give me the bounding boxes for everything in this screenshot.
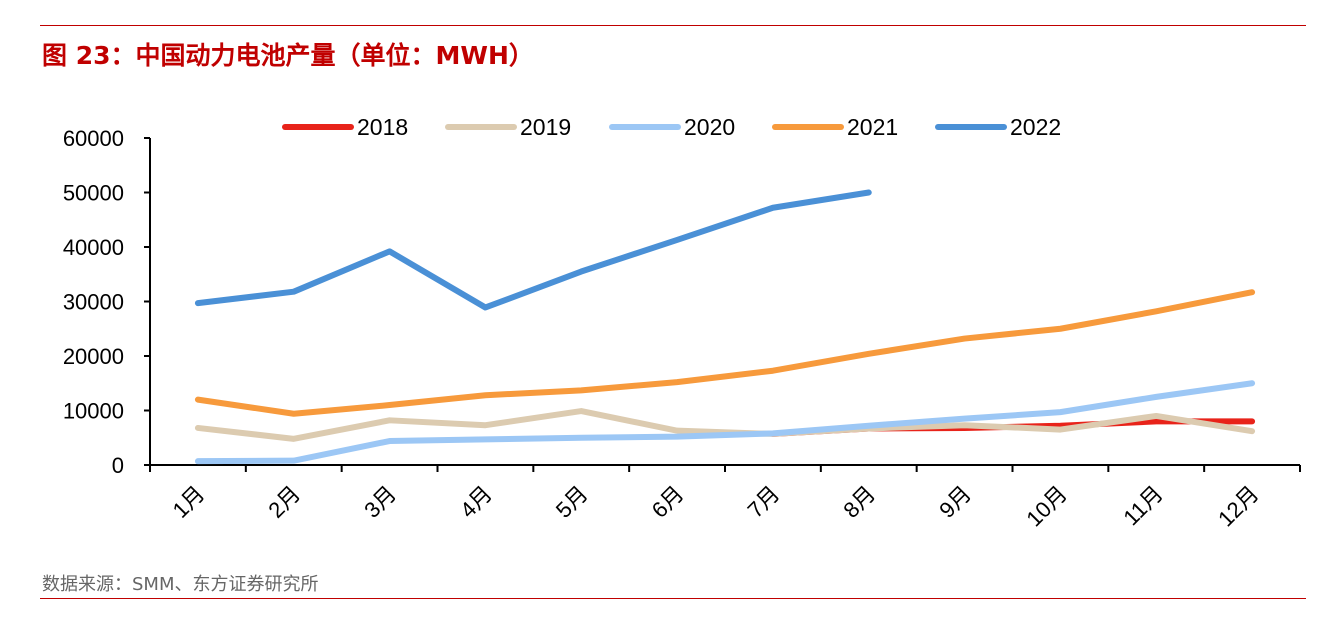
series-line-2021 (194, 289, 1256, 417)
source-note: 数据来源：SMM、东方证券研究所 (42, 574, 319, 595)
x-tick-label: 1月 (168, 481, 210, 523)
x-tick-label: 10月 (1021, 481, 1072, 532)
y-tick-label: 30000 (63, 290, 124, 315)
legend-label: 2021 (847, 114, 898, 140)
bottom-rule (40, 598, 1306, 599)
x-tick-label: 8月 (838, 481, 880, 523)
y-tick-label: 40000 (63, 235, 124, 260)
y-tick-label: 10000 (63, 399, 124, 424)
x-tick-label: 5月 (551, 481, 593, 523)
x-tick-label: 2月 (263, 481, 305, 523)
top-rule (40, 25, 1306, 26)
y-tick-label: 60000 (63, 126, 124, 151)
x-tick-label: 9月 (934, 481, 976, 523)
y-tick-label: 0 (112, 453, 124, 478)
x-tick-label: 11月 (1118, 481, 1167, 530)
x-tick-label: 6月 (647, 481, 689, 523)
x-tick-label: 12月 (1213, 481, 1264, 532)
x-tick-label: 4月 (455, 481, 497, 523)
x-tick-label: 3月 (359, 481, 401, 523)
y-tick-label: 50000 (63, 181, 124, 206)
legend-label: 2022 (1010, 114, 1061, 140)
y-tick-label: 20000 (63, 344, 124, 369)
series-line-2022 (194, 189, 872, 311)
legend-label: 2020 (684, 114, 735, 140)
legend-label: 2019 (520, 114, 571, 140)
legend-label: 2018 (357, 114, 408, 140)
x-tick-label: 7月 (743, 481, 785, 523)
chart-title: 图 23：中国动力电池产量（单位：MWH） (42, 41, 534, 70)
series-line-2020 (194, 380, 1256, 465)
